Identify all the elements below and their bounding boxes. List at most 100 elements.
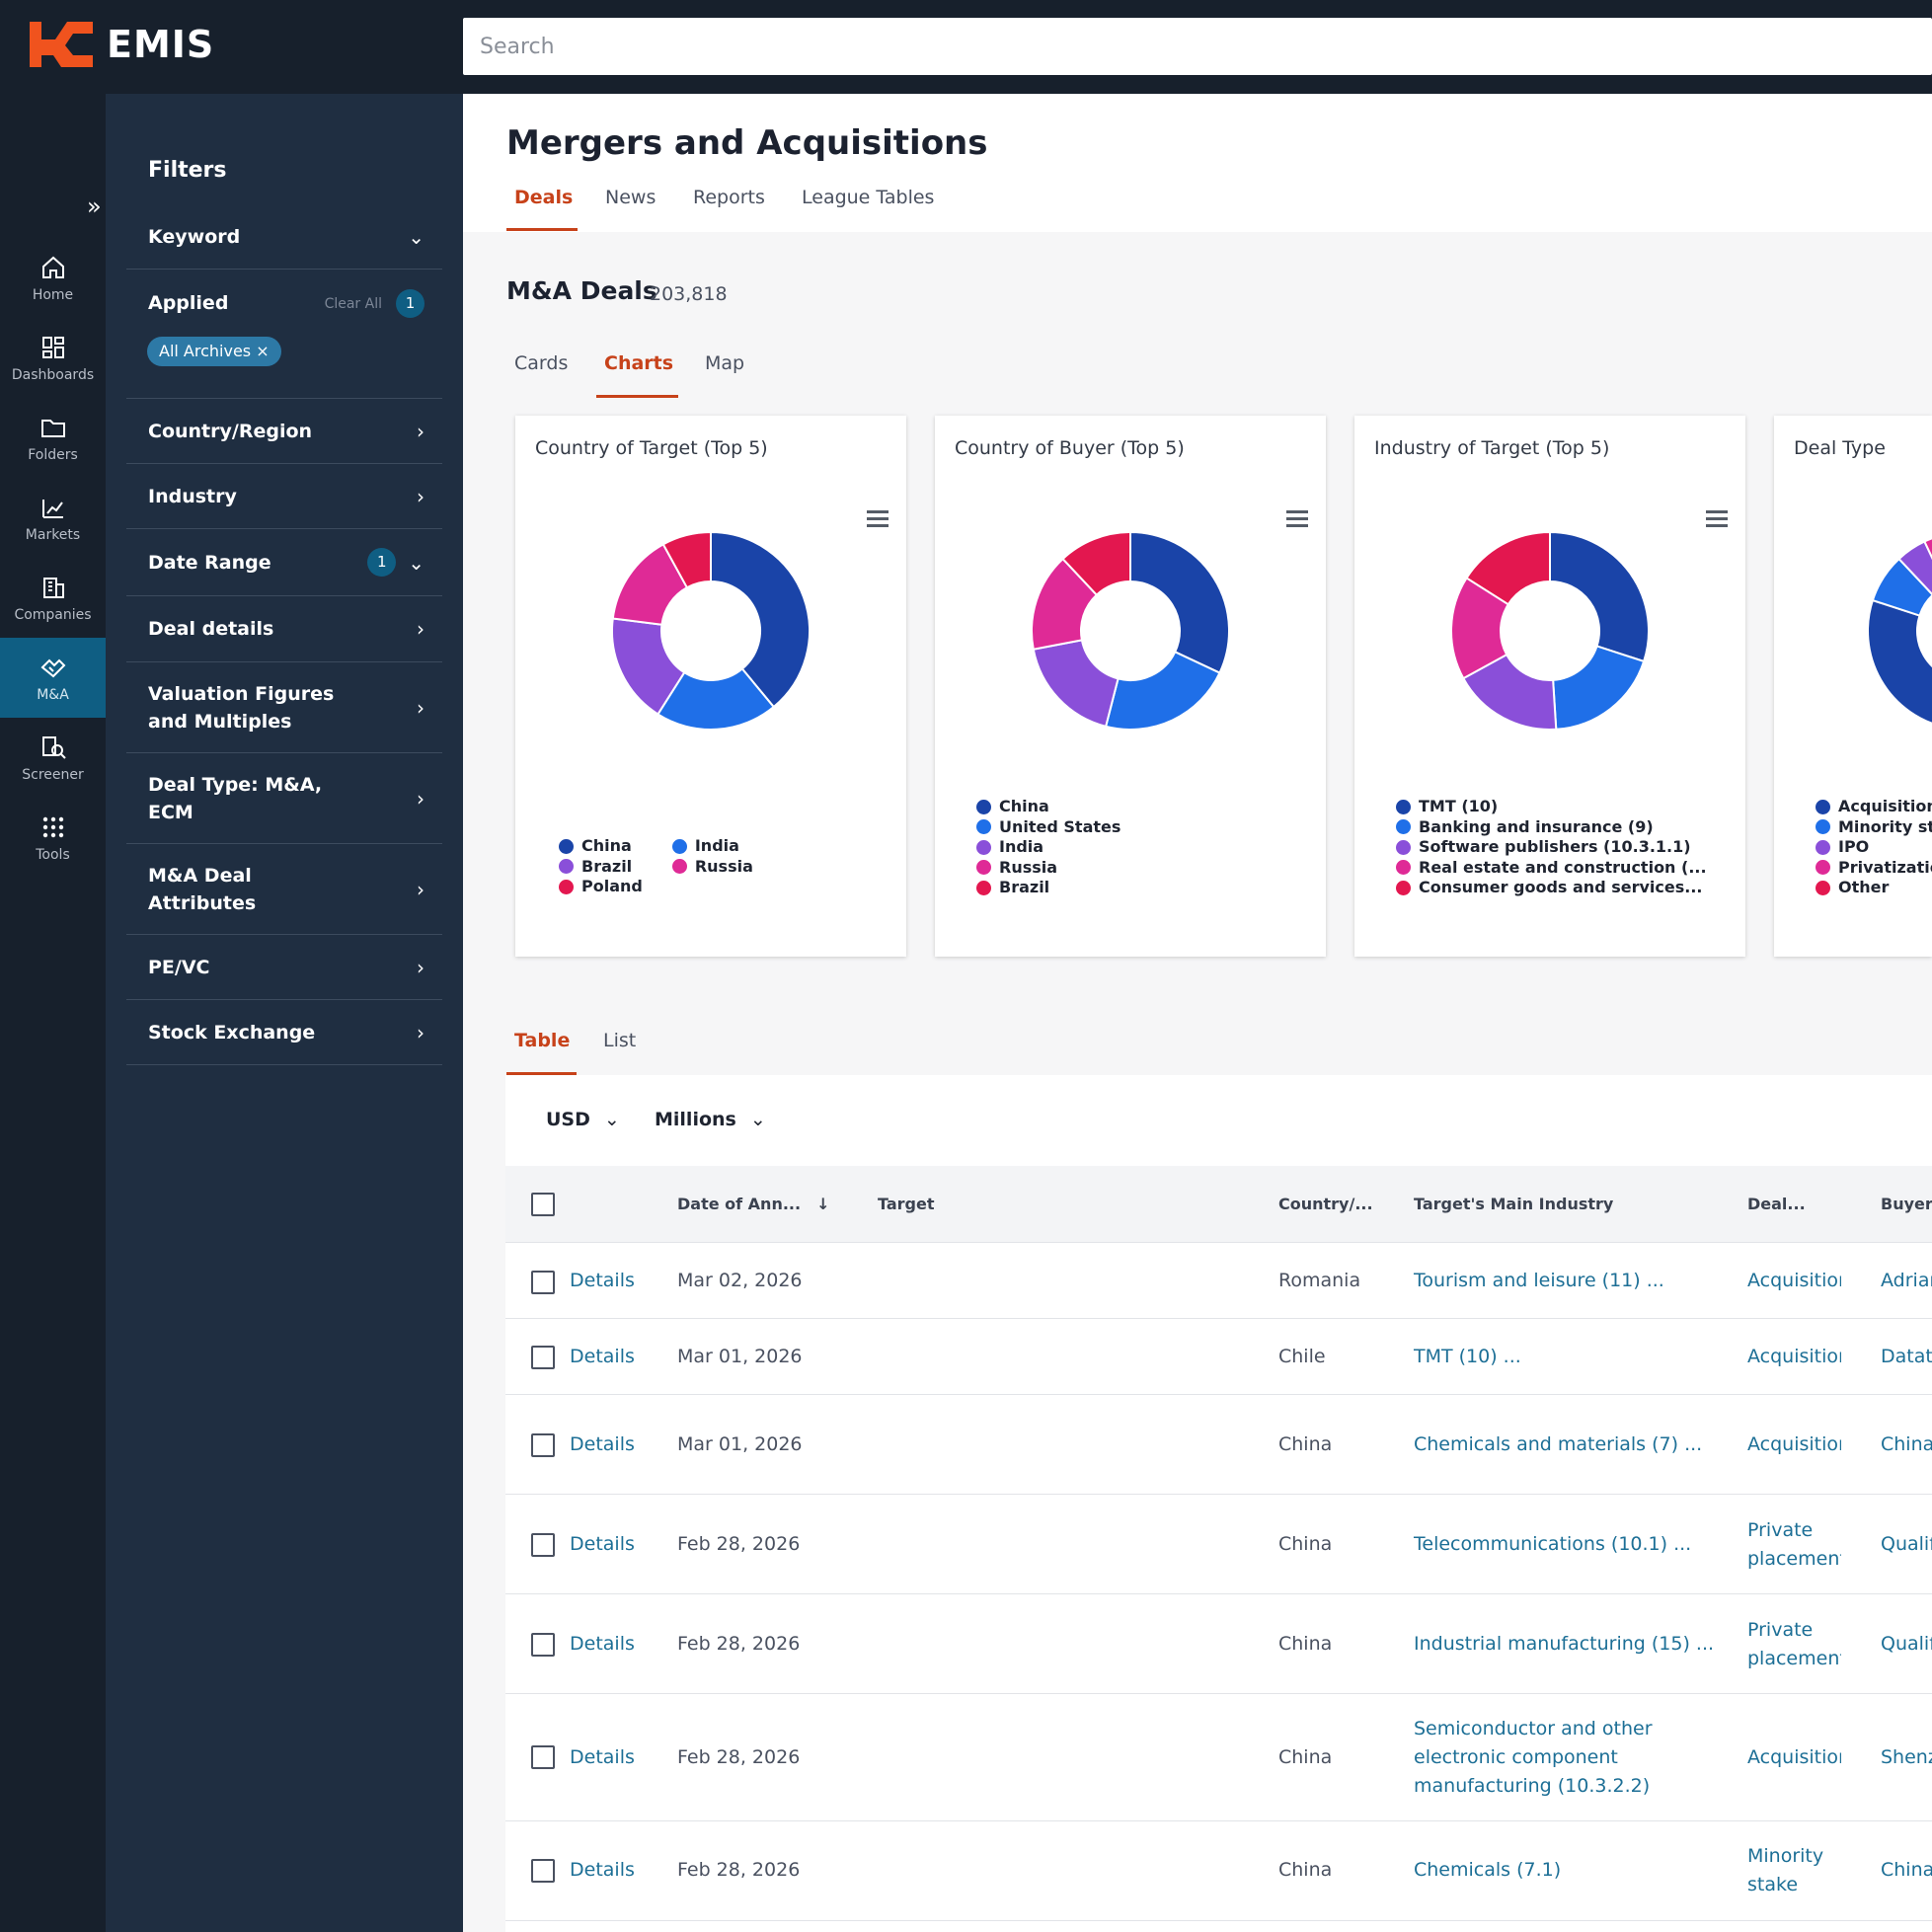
cell-industry[interactable]: Chemicals (7.1)	[1414, 1859, 1562, 1881]
cell-industry[interactable]: Semiconductor and other electronic compo…	[1414, 1718, 1653, 1797]
rail-tools[interactable]: Tools	[0, 798, 106, 878]
legend-item[interactable]: Consumer goods and services...	[1396, 878, 1707, 898]
cell-deal[interactable]: Acquisitioı	[1747, 1270, 1841, 1291]
donut-slice-india[interactable]	[1032, 639, 1120, 729]
tab-news[interactable]: News	[605, 187, 657, 208]
filter-date-range[interactable]: Date Range 1 ⌄	[126, 529, 442, 596]
cell-industry[interactable]: Tourism and leisure (11) ...	[1414, 1270, 1664, 1291]
cell-deal[interactable]: Minority stake	[1747, 1845, 1824, 1895]
cell-buyer[interactable]: Datatr	[1881, 1346, 1932, 1367]
donut-slice-acquisition[interactable]	[1868, 532, 1932, 730]
cell-buyer[interactable]: Adriar	[1881, 1270, 1932, 1291]
column-deal[interactable]: Deal...	[1747, 1195, 1806, 1213]
legend-item[interactable]: Acquisition	[1816, 797, 1932, 817]
cell-industry[interactable]: Industrial manufacturing (15) ...	[1414, 1633, 1715, 1655]
legend-item[interactable]: Brazil	[976, 878, 1121, 898]
details-link[interactable]: Details	[570, 1533, 635, 1555]
tab-deals[interactable]: Deals	[514, 187, 574, 208]
donut-slice-ipo[interactable]	[1897, 540, 1932, 596]
donut-slice-tmt-10[interactable]	[1549, 532, 1649, 663]
cell-buyer[interactable]: Qualif	[1881, 1533, 1932, 1555]
clear-all-link[interactable]: Clear All	[324, 295, 382, 312]
filter-industry[interactable]: Industry ›	[126, 464, 442, 529]
cell-deal[interactable]: Private placement	[1747, 1519, 1841, 1570]
search-input[interactable]	[463, 18, 1932, 75]
column-date[interactable]: Date of Ann... ↓	[677, 1195, 830, 1213]
column-industry[interactable]: Target's Main Industry	[1414, 1195, 1614, 1213]
legend-item[interactable]: IPO	[1816, 837, 1932, 858]
rail-screener[interactable]: Screener	[0, 718, 106, 798]
menu-icon[interactable]	[867, 510, 889, 528]
rail-companies[interactable]: Companies	[0, 558, 106, 638]
cell-industry[interactable]: Chemicals and materials (7) ...	[1414, 1433, 1703, 1455]
column-country[interactable]: Country/...	[1278, 1195, 1373, 1213]
row-checkbox[interactable]	[531, 1633, 555, 1657]
filter-deal-attributes[interactable]: M&A Deal Attributes ›	[126, 844, 442, 935]
filter-deal-type[interactable]: Deal Type: M&A, ECM ›	[126, 753, 442, 844]
donut-slice-privatization[interactable]	[1923, 534, 1932, 586]
cell-deal[interactable]: Acquisitioı	[1747, 1346, 1841, 1367]
donut-slice-poland[interactable]	[661, 532, 712, 589]
select-all-checkbox[interactable]	[531, 1193, 555, 1216]
legend-item[interactable]: TMT (10)	[1396, 797, 1707, 817]
column-buyer[interactable]: Buyer	[1881, 1195, 1932, 1213]
tab-charts[interactable]: Charts	[604, 352, 674, 374]
donut-slice-consumer-goods-and-services[interactable]	[1465, 532, 1551, 606]
cell-buyer[interactable]: Shenz	[1881, 1746, 1932, 1768]
applied-filter-chip[interactable]: All Archives ×	[147, 337, 281, 366]
unit-select[interactable]: Millions ⌄	[655, 1109, 766, 1130]
cell-industry[interactable]: Telecommunications (10.1) ...	[1414, 1533, 1692, 1555]
legend-item[interactable]: Software publishers (10.3.1.1)	[1396, 837, 1707, 858]
filter-pe-vc[interactable]: PE/VC ›	[126, 935, 442, 1000]
filter-keyword[interactable]: Keyword ⌄	[126, 204, 442, 270]
cell-buyer[interactable]: Qualif	[1881, 1633, 1932, 1655]
tab-map[interactable]: Map	[705, 352, 745, 374]
legend-item[interactable]: Privatization	[1816, 858, 1932, 879]
cell-buyer[interactable]: China	[1881, 1433, 1932, 1455]
rail-markets[interactable]: Markets	[0, 478, 106, 558]
search-box[interactable]	[463, 18, 1932, 75]
menu-icon[interactable]	[1706, 510, 1728, 528]
legend-item[interactable]: Banking and insurance (9)	[1396, 817, 1707, 838]
donut-slice-india[interactable]	[657, 667, 776, 730]
row-checkbox[interactable]	[531, 1533, 555, 1557]
row-checkbox[interactable]	[531, 1745, 555, 1769]
cell-deal[interactable]: Private placement	[1747, 1619, 1841, 1669]
cell-deal[interactable]: Acquisitioı	[1747, 1433, 1841, 1455]
row-checkbox[interactable]	[531, 1271, 555, 1294]
row-checkbox[interactable]	[531, 1859, 555, 1883]
legend-item[interactable]: Brazil	[559, 857, 643, 878]
column-target[interactable]: Target	[878, 1195, 935, 1213]
legend-item[interactable]: Russia	[671, 857, 753, 878]
legend-item[interactable]: Minority sta	[1816, 817, 1932, 838]
expand-rail-icon[interactable]: »	[87, 193, 102, 220]
legend-item[interactable]: Russia	[976, 858, 1121, 879]
details-link[interactable]: Details	[570, 1270, 635, 1291]
filter-stock-exchange[interactable]: Stock Exchange ›	[126, 1000, 442, 1065]
cell-deal[interactable]: Acquisitioı	[1747, 1746, 1841, 1768]
row-checkbox[interactable]	[531, 1433, 555, 1457]
rail-dashboards[interactable]: Dashboards	[0, 318, 106, 398]
details-link[interactable]: Details	[570, 1433, 635, 1455]
details-link[interactable]: Details	[570, 1346, 635, 1367]
filter-country-region[interactable]: Country/Region ›	[126, 399, 442, 464]
donut-slice-united-states[interactable]	[1104, 650, 1221, 730]
details-link[interactable]: Details	[570, 1746, 635, 1768]
cell-industry[interactable]: TMT (10) ...	[1414, 1346, 1521, 1367]
tab-cards[interactable]: Cards	[514, 352, 569, 374]
tab-list[interactable]: List	[603, 1030, 637, 1051]
donut-slice-china[interactable]	[710, 532, 810, 709]
legend-item[interactable]: United States	[976, 817, 1121, 838]
emis-logo[interactable]: EMIS	[30, 22, 214, 67]
row-checkbox[interactable]	[531, 1346, 555, 1369]
currency-select[interactable]: USD ⌄	[546, 1109, 620, 1130]
rail-mna[interactable]: M&A	[0, 638, 106, 718]
tab-table[interactable]: Table	[514, 1030, 571, 1051]
legend-item[interactable]: Real estate and construction (...	[1396, 858, 1707, 879]
menu-icon[interactable]	[1286, 510, 1308, 528]
legend-item[interactable]: Other	[1816, 878, 1932, 898]
details-link[interactable]: Details	[570, 1633, 635, 1655]
tab-reports[interactable]: Reports	[693, 187, 765, 208]
legend-item[interactable]: China	[559, 836, 643, 857]
rail-home[interactable]: Home	[0, 238, 106, 318]
